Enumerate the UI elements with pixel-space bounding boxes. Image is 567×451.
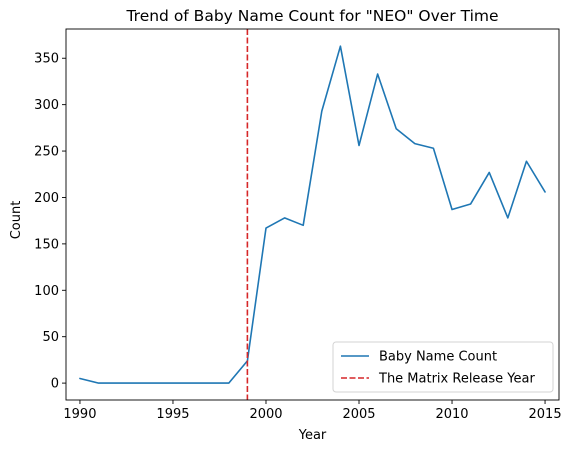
y-axis-label: Count <box>9 201 24 240</box>
x-axis-label: Year <box>298 428 327 443</box>
x-tick-label-2010: 2010 <box>435 407 468 422</box>
legend-label-0: Baby Name Count <box>379 350 497 365</box>
y-tick-label-100: 100 <box>34 284 59 299</box>
y-tick-label-250: 250 <box>34 145 59 160</box>
series-line-0 <box>79 45 546 384</box>
x-tick-label-1995: 1995 <box>156 407 189 422</box>
x-tick-label-2000: 2000 <box>249 407 282 422</box>
legend: Baby Name Count The Matrix Release Year <box>332 341 554 393</box>
y-tick-label-0: 0 <box>51 377 59 392</box>
y-tick-label-150: 150 <box>34 237 59 252</box>
axes: 1990 1995 2000 2005 2010 2015 0 50 100 150 200 250 3… <box>34 28 562 422</box>
plot-content <box>79 29 546 400</box>
y-tick-label-50: 50 <box>42 330 59 345</box>
legend-label-1: The Matrix Release Year <box>378 372 535 387</box>
plot-frame <box>65 28 560 401</box>
x-tick-label-1990: 1990 <box>63 407 96 422</box>
x-tick-label-2015: 2015 <box>529 407 562 422</box>
x-tick-label-2005: 2005 <box>342 407 375 422</box>
y-tick-label-350: 350 <box>34 52 59 67</box>
legend-box <box>332 341 554 393</box>
y-tick-label-200: 200 <box>34 191 59 206</box>
chart-title: Trend of Baby Name Count for "NEO" Over … <box>125 7 498 25</box>
y-tick-label-300: 300 <box>34 98 59 113</box>
